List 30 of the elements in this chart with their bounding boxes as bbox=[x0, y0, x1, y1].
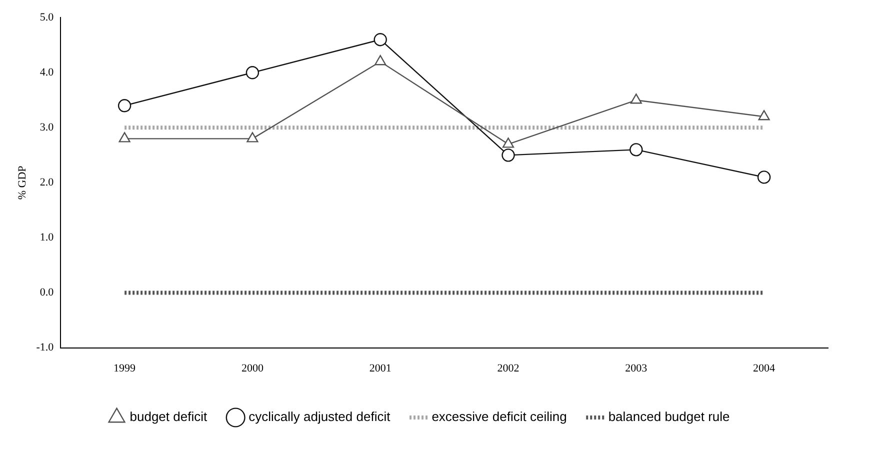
x-tick-label: 2000 bbox=[241, 362, 264, 374]
y-tick-label: 0.0 bbox=[40, 286, 54, 299]
point bbox=[630, 94, 642, 104]
y-tick-label: 5.0 bbox=[40, 11, 54, 24]
x-tick-label: 2002 bbox=[497, 362, 520, 374]
legend-label: balanced budget rule bbox=[608, 409, 730, 424]
x-tick-label: 2004 bbox=[753, 362, 776, 374]
y-tick-label: 3.0 bbox=[40, 122, 54, 134]
x-tick-label: 1999 bbox=[114, 362, 136, 374]
y-tick-label: -1.0 bbox=[36, 342, 54, 354]
point bbox=[118, 132, 130, 142]
point bbox=[502, 138, 514, 148]
legend-label: cyclically adjusted deficit bbox=[248, 409, 391, 424]
point bbox=[374, 55, 386, 66]
point bbox=[246, 66, 260, 80]
point bbox=[374, 33, 387, 46]
point bbox=[757, 170, 771, 184]
y-tick-label: 4.0 bbox=[40, 66, 54, 79]
x-tick-label: 2003 bbox=[625, 362, 648, 374]
legend-label: budget deficit bbox=[130, 409, 208, 424]
y-tick-label: 1.0 bbox=[40, 232, 54, 244]
point bbox=[502, 148, 515, 162]
point bbox=[118, 99, 132, 112]
y-axis-title: % GDP bbox=[16, 166, 28, 200]
point bbox=[246, 132, 258, 142]
point bbox=[758, 110, 770, 120]
point bbox=[630, 143, 643, 156]
y-tick-label: 2.0 bbox=[40, 176, 54, 189]
legend-label: excessive deficit ceiling bbox=[432, 409, 567, 424]
x-tick-label: 2001 bbox=[369, 362, 392, 374]
